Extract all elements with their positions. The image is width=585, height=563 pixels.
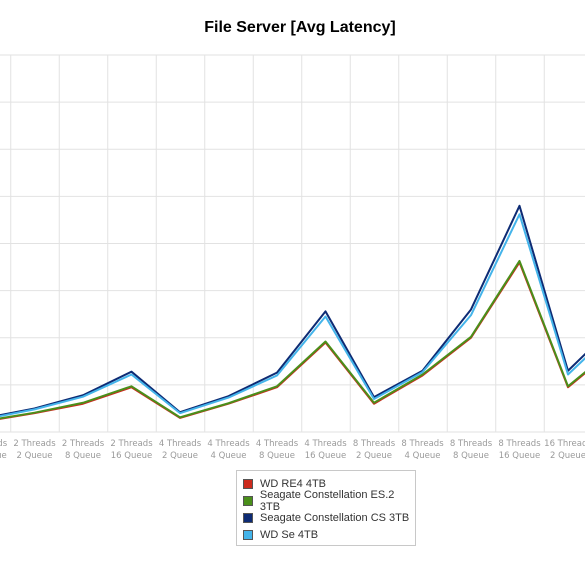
series-lines: [0, 204, 585, 420]
legend-swatch: [243, 529, 253, 540]
legend-swatch: [243, 495, 253, 506]
legend-item[interactable]: Seagate Constellation ES.2 3TB: [243, 489, 415, 513]
legend-item[interactable]: WD RE4 4TB: [243, 475, 415, 492]
legend-item[interactable]: Seagate Constellation CS 3TB: [243, 509, 415, 526]
legend-label: WD RE4 4TB: [260, 477, 327, 490]
legend-label: Seagate Constellation ES.2 3TB: [259, 488, 395, 513]
x-tick-label: 4 Threads 16 Queue: [304, 439, 347, 461]
x-tick-label: 8 Threads 16 Queue: [498, 439, 541, 461]
series-line: [0, 204, 585, 417]
series-line: [0, 259, 585, 420]
series-line: [0, 213, 585, 418]
x-tick-label: 8 Threads 4 Queue: [401, 439, 444, 461]
legend-item[interactable]: WD Se 4TB: [243, 526, 415, 543]
x-tick-label: 4 Threads 2 Queue: [159, 439, 202, 461]
legend: WD RE4 4TB Seagate Constellation ES.2 3TB…: [236, 470, 416, 546]
legend-swatch: [243, 512, 253, 523]
gridlines: [0, 54, 585, 433]
legend-swatch: [243, 478, 253, 489]
x-tick-label: 2 Threads 2 Queue: [13, 439, 56, 461]
chart-title: File Server [Avg Latency]: [204, 19, 396, 36]
x-tick-label: 2 Threads 16 Queue: [110, 439, 153, 461]
x-tick-label: 2 Threads 8 Queue: [62, 439, 105, 461]
legend-label: WD Se 4TB: [260, 528, 319, 541]
legend-label: Seagate Constellation CS 3TB: [260, 511, 410, 524]
series-line: [0, 261, 585, 420]
x-tick-label: 8 Threads 8 Queue: [450, 439, 493, 461]
x-tick-label: 4 Threads 4 Queue: [207, 439, 250, 461]
x-tick-label: 4 Threads 8 Queue: [256, 439, 299, 461]
x-tick-label: 8 Threads 2 Queue: [353, 439, 396, 461]
